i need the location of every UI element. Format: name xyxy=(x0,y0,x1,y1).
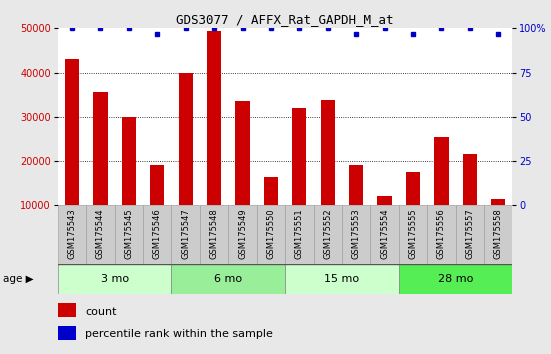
Text: GSM175553: GSM175553 xyxy=(352,208,361,259)
Bar xyxy=(115,205,143,264)
Bar xyxy=(314,205,342,264)
Bar xyxy=(377,196,392,205)
Text: GSM175548: GSM175548 xyxy=(209,208,219,259)
Bar xyxy=(171,205,200,264)
Text: GSM175543: GSM175543 xyxy=(68,208,77,259)
Bar xyxy=(399,205,427,264)
Bar xyxy=(93,92,107,205)
Text: GSM175552: GSM175552 xyxy=(323,208,332,259)
Bar xyxy=(484,205,512,264)
Bar xyxy=(349,166,363,205)
Text: 6 mo: 6 mo xyxy=(214,274,242,284)
Bar xyxy=(434,137,449,205)
Bar xyxy=(370,205,399,264)
Bar xyxy=(143,205,171,264)
Text: GSM175546: GSM175546 xyxy=(153,208,162,259)
Bar xyxy=(58,264,171,294)
Bar xyxy=(427,205,456,264)
Text: age ▶: age ▶ xyxy=(3,274,34,284)
Text: count: count xyxy=(85,307,117,316)
Bar xyxy=(257,205,285,264)
Text: 28 mo: 28 mo xyxy=(438,274,473,284)
Title: GDS3077 / AFFX_Rat_GAPDH_M_at: GDS3077 / AFFX_Rat_GAPDH_M_at xyxy=(176,13,394,26)
Bar xyxy=(292,108,306,205)
Bar xyxy=(58,205,87,264)
Text: 15 mo: 15 mo xyxy=(325,274,359,284)
Text: 3 mo: 3 mo xyxy=(101,274,129,284)
Bar xyxy=(65,59,79,205)
Bar xyxy=(264,177,278,205)
Bar xyxy=(285,264,399,294)
Text: GSM175555: GSM175555 xyxy=(408,208,418,259)
Bar xyxy=(406,172,420,205)
Bar xyxy=(207,30,221,205)
Bar xyxy=(342,205,370,264)
Bar xyxy=(150,166,164,205)
Bar xyxy=(200,205,228,264)
Bar xyxy=(58,326,76,340)
Bar xyxy=(456,205,484,264)
Bar xyxy=(463,154,477,205)
Text: GSM175545: GSM175545 xyxy=(125,208,133,259)
Bar xyxy=(235,101,250,205)
Bar xyxy=(171,264,285,294)
Bar xyxy=(87,205,115,264)
Bar xyxy=(285,205,314,264)
Text: GSM175547: GSM175547 xyxy=(181,208,190,259)
Text: GSM175558: GSM175558 xyxy=(494,208,503,259)
Bar xyxy=(179,73,193,205)
Bar xyxy=(122,117,136,205)
Bar xyxy=(321,100,335,205)
Bar xyxy=(58,303,76,317)
Bar xyxy=(491,199,505,205)
Text: GSM175550: GSM175550 xyxy=(267,208,276,259)
Text: GSM175557: GSM175557 xyxy=(465,208,474,259)
Text: GSM175554: GSM175554 xyxy=(380,208,389,259)
Bar xyxy=(399,264,512,294)
Text: percentile rank within the sample: percentile rank within the sample xyxy=(85,329,273,339)
Text: GSM175549: GSM175549 xyxy=(238,208,247,259)
Text: GSM175551: GSM175551 xyxy=(295,208,304,259)
Text: GSM175556: GSM175556 xyxy=(437,208,446,259)
Text: GSM175544: GSM175544 xyxy=(96,208,105,259)
Bar xyxy=(228,205,257,264)
